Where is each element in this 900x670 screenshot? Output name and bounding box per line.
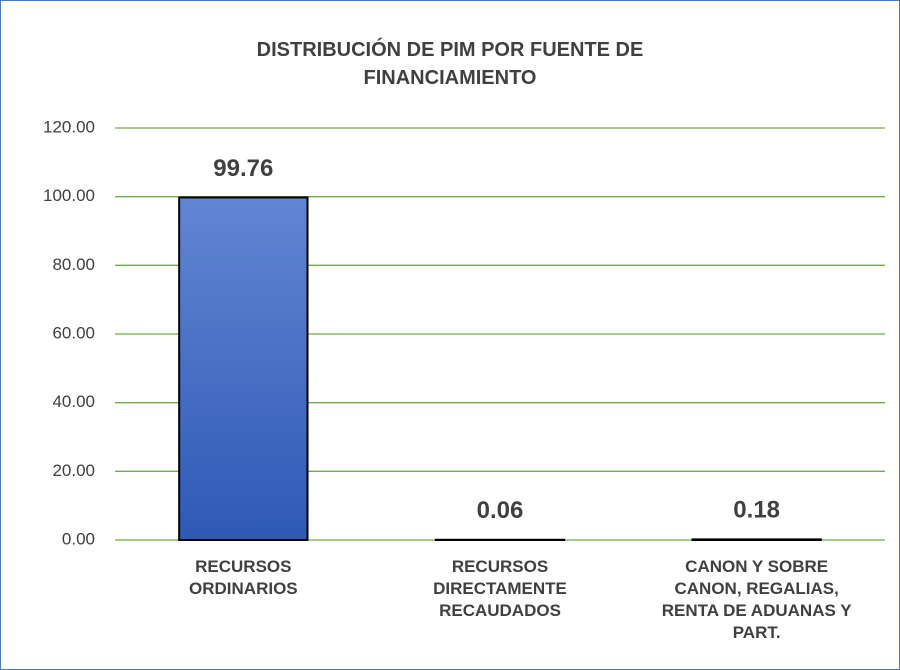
- y-tick-label: 80.00: [52, 255, 95, 274]
- data-label: 0.06: [477, 497, 524, 524]
- y-tick-label: 100.00: [43, 186, 95, 205]
- x-tick-label: CANON Y SOBRE CANON, REGALIAS, RENTA DE …: [661, 557, 852, 642]
- chart-title: DISTRIBUCIÓN DE PIM POR FUENTE DE FINANC…: [256, 39, 644, 89]
- x-tick-label: RECURSOS DIRECTAMENTE RECAUDADOS: [433, 557, 567, 620]
- bar: [178, 196, 309, 541]
- y-tick-label: 40.00: [52, 392, 95, 411]
- bar: [691, 538, 822, 542]
- data-label: 99.76: [213, 155, 273, 182]
- x-tick-label: RECURSOS ORDINARIOS: [189, 557, 298, 598]
- y-tick-label: 0.00: [62, 529, 95, 548]
- y-tick-label: 120.00: [43, 117, 95, 136]
- y-tick-label: 20.00: [52, 461, 95, 480]
- data-label: 0.18: [733, 497, 780, 524]
- y-tick-label: 60.00: [52, 323, 95, 342]
